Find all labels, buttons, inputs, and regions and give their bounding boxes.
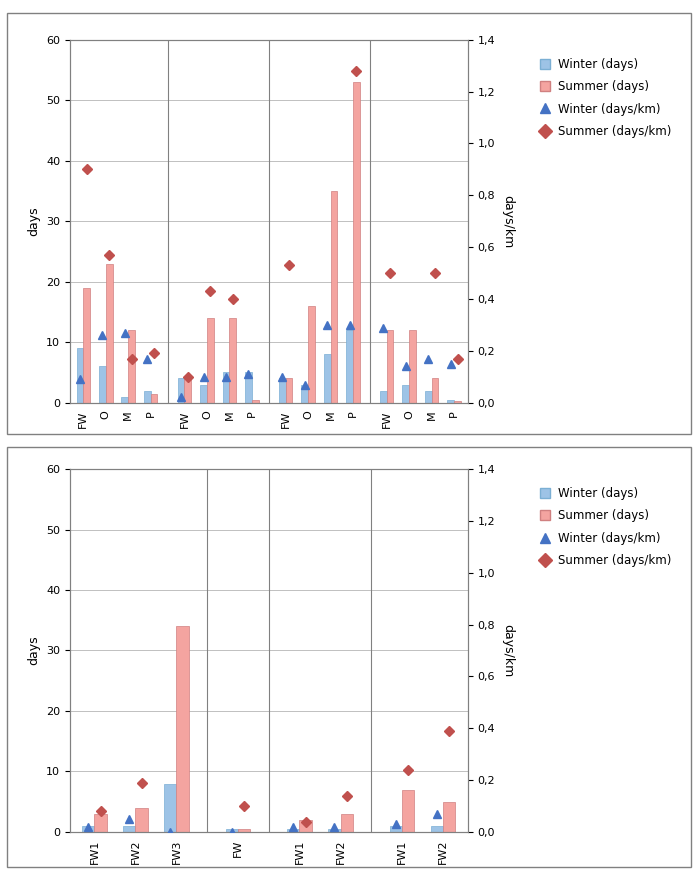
Bar <box>425 390 431 403</box>
Bar <box>151 394 158 403</box>
Bar <box>431 826 443 832</box>
Text: Humber: Humber <box>193 482 243 496</box>
Bar <box>447 400 454 403</box>
Y-axis label: days: days <box>27 206 40 236</box>
Bar <box>346 330 353 403</box>
Legend: Winter (days), Summer (days), Winter (days/km), Summer (days/km): Winter (days), Summer (days), Winter (da… <box>533 53 676 142</box>
Bar <box>94 814 107 832</box>
Bar <box>285 379 292 403</box>
Bar <box>353 82 359 403</box>
Bar <box>299 820 312 832</box>
Bar <box>106 264 112 403</box>
Bar <box>387 330 394 403</box>
Bar <box>178 379 184 403</box>
Bar <box>431 379 438 403</box>
Bar <box>184 379 191 403</box>
Y-axis label: days/km: days/km <box>501 624 514 677</box>
Bar <box>164 783 177 832</box>
Y-axis label: days: days <box>27 635 40 666</box>
Bar <box>443 802 455 832</box>
Bar <box>123 826 135 832</box>
Bar <box>83 288 90 403</box>
Bar <box>287 829 299 832</box>
Bar <box>144 390 151 403</box>
Text: Weser: Weser <box>401 482 440 496</box>
Text: Scheldt: Scheldt <box>296 482 343 496</box>
Bar <box>380 390 387 403</box>
Bar <box>121 396 128 403</box>
Bar <box>200 384 207 403</box>
Bar <box>225 829 238 832</box>
Bar <box>128 330 135 403</box>
Bar <box>302 384 308 403</box>
Bar <box>341 814 352 832</box>
Bar <box>207 318 214 403</box>
Bar <box>77 348 83 403</box>
Bar <box>238 829 251 832</box>
Bar <box>308 306 315 403</box>
Bar <box>99 366 106 403</box>
Bar <box>245 373 252 403</box>
Bar <box>135 808 148 832</box>
Bar <box>403 384 409 403</box>
Text: Elbe: Elbe <box>103 482 131 496</box>
Bar <box>324 354 331 403</box>
Legend: Winter (days), Summer (days), Winter (days/km), Summer (days/km): Winter (days), Summer (days), Winter (da… <box>533 482 676 572</box>
Bar <box>82 826 94 832</box>
Bar <box>230 318 236 403</box>
Bar <box>402 789 415 832</box>
Bar <box>223 373 230 403</box>
Y-axis label: days/km: days/km <box>501 195 514 248</box>
Bar <box>331 191 337 403</box>
Bar <box>454 402 461 403</box>
Bar <box>328 829 341 832</box>
Bar <box>252 400 259 403</box>
Bar <box>177 627 188 832</box>
Bar <box>409 330 416 403</box>
Bar <box>279 379 285 403</box>
Bar <box>389 826 402 832</box>
